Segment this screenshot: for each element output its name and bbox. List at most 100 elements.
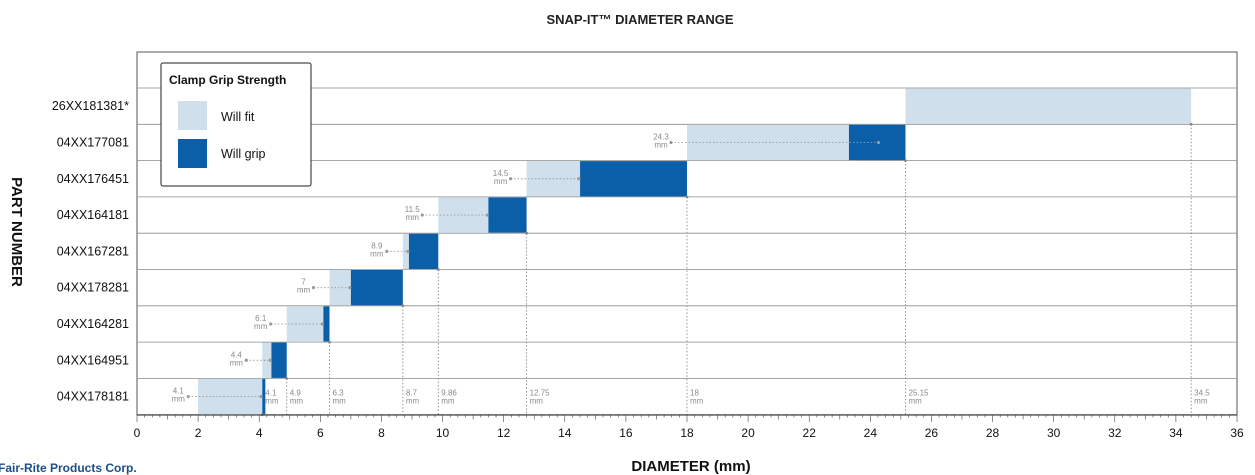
min-grip-unit: mm <box>254 322 268 331</box>
part-number-label: 04XX164951 <box>57 353 129 367</box>
leader-end-dot <box>485 213 489 217</box>
bars-layer <box>198 88 1192 415</box>
grip-range-bar <box>488 197 527 233</box>
boundary-label: 4.1 <box>265 388 277 397</box>
leader-end-dot <box>577 177 581 181</box>
leader-end-dot <box>876 140 881 145</box>
grip-range-bar <box>271 342 287 378</box>
part-number-label: 04XX177081 <box>57 135 129 149</box>
legend-swatch-fit <box>178 101 207 130</box>
boundary-unit: mm <box>530 396 544 405</box>
boundary-dot <box>436 268 440 271</box>
min-grip-label: 11.5 <box>405 205 421 214</box>
x-tick-label: 30 <box>1047 426 1061 440</box>
x-tick-label: 12 <box>497 426 511 440</box>
boundary-unit: mm <box>908 396 922 405</box>
x-tick-label: 18 <box>680 426 694 440</box>
min-grip-label: 7 <box>301 278 306 287</box>
x-tick-label: 20 <box>741 426 755 440</box>
legend-title: Clamp Grip Strength <box>169 73 286 87</box>
boundary-dot <box>401 304 405 308</box>
min-grip-unit: mm <box>654 140 668 149</box>
part-number-label: 04XX164281 <box>57 317 129 331</box>
boundary-dot <box>285 377 289 380</box>
fit-range-bar <box>402 233 409 269</box>
x-tick-label: 10 <box>436 426 450 440</box>
leader-end-dot <box>348 286 352 290</box>
legend-label-grip: Will grip <box>221 147 265 161</box>
fit-range-bar <box>329 270 351 306</box>
leader-end-dot <box>259 394 263 399</box>
grip-range-bar <box>350 270 403 306</box>
x-tick-label: 16 <box>619 426 633 440</box>
min-grip-label: 4.1 <box>173 387 185 396</box>
min-grip-unit: mm <box>230 358 244 367</box>
min-grip-label: 24.3 <box>653 132 669 141</box>
boundary-label: 4.9 <box>290 388 302 397</box>
boundary-lines-layer <box>260 122 1193 417</box>
min-grip-unit: mm <box>297 286 311 295</box>
x-tick-label: 26 <box>925 426 939 440</box>
x-tick-label: 8 <box>378 426 385 440</box>
fit-range-bar <box>262 342 272 378</box>
x-tick-label: 6 <box>317 426 324 440</box>
boundary-dot <box>904 159 907 163</box>
part-number-label: 04XX167281 <box>57 244 129 258</box>
x-tick-label: 2 <box>195 426 202 440</box>
boundary-dot <box>685 195 689 199</box>
min-grip-label: 8.9 <box>371 241 383 250</box>
boundary-unit: mm <box>1194 396 1208 405</box>
legend: Clamp Grip Strength Will fit Will grip <box>160 62 312 187</box>
legend-label-fit: Will fit <box>221 110 255 124</box>
part-number-label: 04XX176451 <box>57 172 129 186</box>
boundary-label: 12.75 <box>530 388 551 397</box>
boundary-unit: mm <box>333 396 347 405</box>
leader-end-dot <box>268 358 273 362</box>
grip-range-bar <box>262 378 266 415</box>
boundary-label: 8.7 <box>406 388 418 397</box>
x-tick-label: 0 <box>134 426 141 440</box>
leader-end-dot <box>406 249 410 253</box>
x-tick-label: 34 <box>1169 426 1183 440</box>
boundary-dot <box>328 340 331 344</box>
x-tick-label: 14 <box>558 426 572 440</box>
legend-swatch-grip <box>178 139 207 168</box>
min-grip-label: 6.1 <box>255 314 267 323</box>
part-number-label: 04XX164181 <box>57 208 129 222</box>
fit-range-bar <box>687 124 849 161</box>
min-grip-unit: mm <box>494 177 508 186</box>
part-number-label: 04XX178281 <box>57 281 129 295</box>
grip-range-bar <box>323 306 330 342</box>
boundary-label: 18 <box>690 388 699 397</box>
x-tick-label: 24 <box>864 426 878 440</box>
part-number-label: 04XX178181 <box>57 390 129 404</box>
boundary-label: 25.15 <box>908 388 929 397</box>
min-grip-unit: mm <box>172 395 186 404</box>
boundary-label: 34.5 <box>1194 388 1210 397</box>
min-grip-label: 4.4 <box>231 350 243 359</box>
fit-range-bar <box>905 88 1192 124</box>
boundary-unit: mm <box>290 396 304 405</box>
annotation-layer: 24.3mm14.5mm11.5mm8.9mm7mm6.1mm4.4mm4.1m… <box>172 132 1211 405</box>
x-tick-label: 28 <box>986 426 1000 440</box>
boundary-dot <box>525 231 528 235</box>
min-grip-unit: mm <box>406 213 420 222</box>
brand-logo-text: Fair-Rite Products Corp. <box>0 461 137 475</box>
fit-range-bar <box>438 197 489 233</box>
boundary-label: 9.86 <box>441 388 457 397</box>
x-tick-label: 36 <box>1230 426 1244 440</box>
grip-range-bar <box>580 161 687 197</box>
boundary-dot <box>1189 122 1193 126</box>
y-axis-title: PART NUMBER <box>8 177 25 287</box>
leader-end-dot <box>320 322 324 326</box>
boundary-unit: mm <box>265 396 279 405</box>
chart-title: SNAP-IT™ DIAMETER RANGE <box>546 12 733 27</box>
boundary-label: 6.3 <box>333 388 345 397</box>
part-number-label: 26XX181381* <box>52 99 129 113</box>
grip-range-bar <box>408 233 439 269</box>
x-axis: 0 2 4 6 8 10 12 14 16 18 20 22 24 26 28 30 32 34 36 <box>134 414 1244 440</box>
boundary-unit: mm <box>441 396 455 405</box>
x-tick-label: 22 <box>803 426 817 440</box>
min-grip-unit: mm <box>370 249 384 258</box>
